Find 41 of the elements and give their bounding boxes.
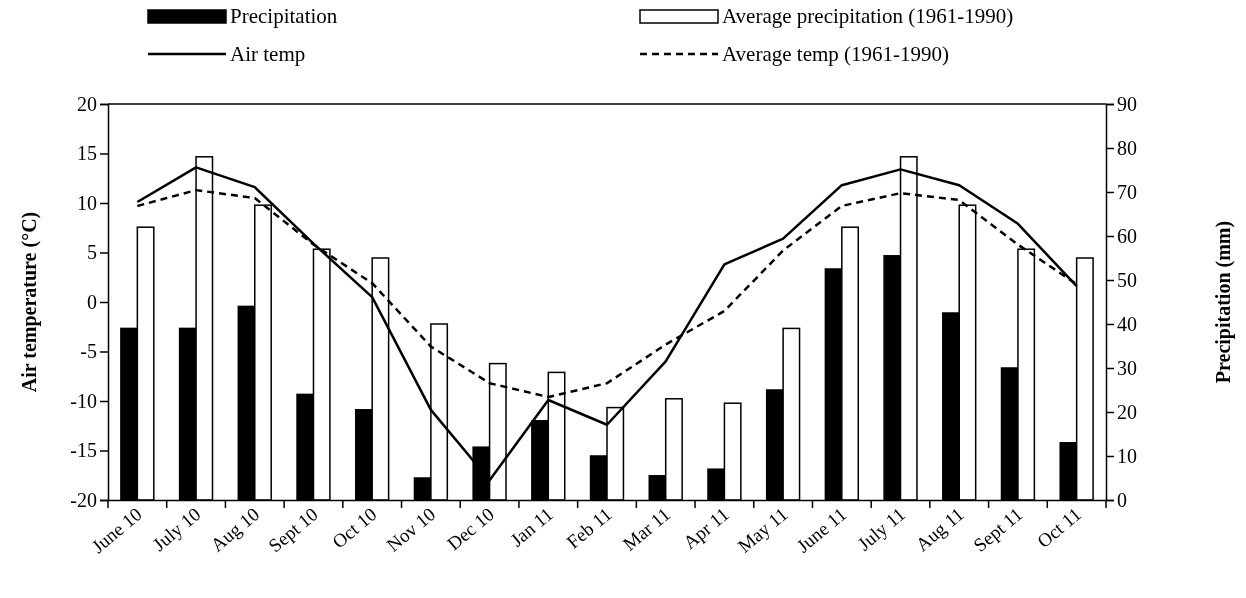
- legend-label: Air temp: [230, 42, 306, 66]
- x-tick-label: May 11: [733, 503, 792, 557]
- x-tick-label: Oct 10: [327, 503, 381, 553]
- y-axis-title: Air temperature (°C): [18, 211, 41, 393]
- legend-label: Average temp (1961-1990): [722, 42, 950, 66]
- x-tick-label: July 10: [148, 503, 205, 555]
- y-tick-label: -15: [70, 439, 97, 462]
- x-tick-label: Dec 10: [442, 503, 499, 555]
- y-tick-label: -20: [70, 488, 97, 511]
- y2-tick-label: 40: [1117, 312, 1137, 335]
- legend-label: Average precipitation (1961-1990): [722, 4, 1014, 28]
- x-tick-label: Nov 10: [382, 503, 440, 556]
- x-tick-label: Aug 11: [911, 503, 968, 556]
- y2-tick-label: 80: [1117, 136, 1137, 159]
- x-tick-label: Jan 11: [506, 503, 557, 551]
- x-tick-label: Mar 11: [618, 503, 675, 555]
- y2-tick-label: 30: [1117, 356, 1137, 379]
- x-tick-label: Oct 11: [1032, 503, 1086, 552]
- x-tick-label: Feb 11: [562, 503, 616, 553]
- y-tick-label: 20: [77, 92, 97, 115]
- y-tick-label: 10: [77, 191, 97, 214]
- y2-tick-label: 0: [1117, 488, 1127, 511]
- x-tick-label: Sept 11: [969, 503, 1027, 556]
- x-tick-label: Sept 10: [264, 503, 322, 557]
- x-tick-label: Aug 10: [206, 503, 264, 556]
- y2-tick-label: 60: [1117, 224, 1137, 247]
- y-tick-label: 0: [87, 290, 97, 313]
- y-tick-label: 15: [77, 142, 97, 165]
- y2-tick-label: 70: [1117, 180, 1137, 203]
- y2-axis-title: Precipitation (mm): [1212, 220, 1235, 384]
- y-tick-label: -5: [80, 340, 97, 363]
- y-tick-label: -10: [70, 389, 97, 412]
- y2-tick-label: 10: [1117, 444, 1137, 467]
- y-tick-label: 5: [87, 241, 97, 264]
- y2-tick-label: 50: [1117, 268, 1137, 291]
- legend-label: Precipitation: [230, 4, 338, 28]
- x-tick-label: June 11: [792, 503, 851, 557]
- y2-tick-label: 20: [1117, 400, 1137, 423]
- x-tick-label: Apr 11: [679, 503, 733, 554]
- y2-tick-label: 90: [1117, 92, 1137, 115]
- x-tick-label: July 11: [853, 503, 910, 555]
